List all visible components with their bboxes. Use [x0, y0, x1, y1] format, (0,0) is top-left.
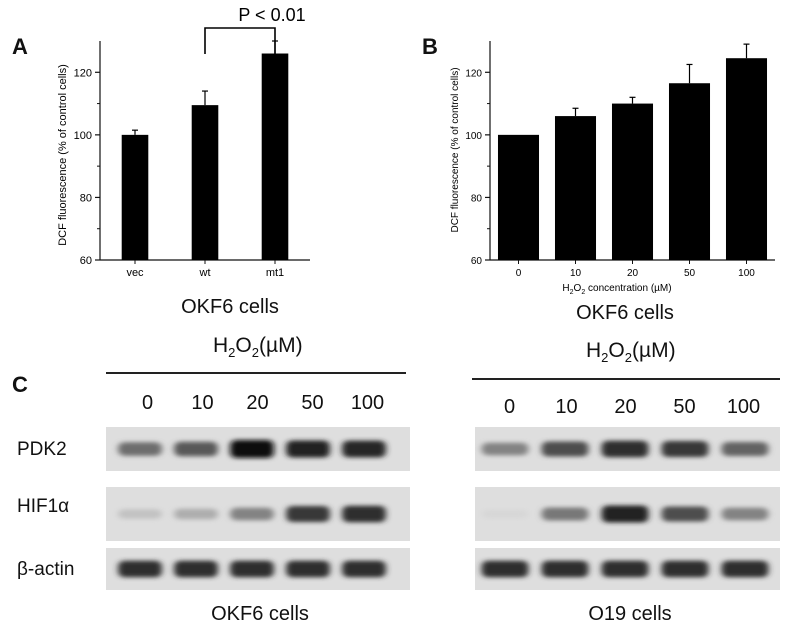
- left-blot-hif1a-band: [230, 507, 274, 521]
- right-blot-beta-actin-band: [481, 560, 529, 578]
- panel-label-b: B: [422, 34, 438, 59]
- chart-b-y-tick-label: 100: [465, 131, 482, 142]
- lane-label: 10: [191, 392, 214, 414]
- chart-b-bar: [554, 116, 597, 260]
- chart-a-x-tick-label: wt: [199, 267, 211, 279]
- right-blot-pdk2-band: [541, 441, 589, 457]
- left-blot-pdk2-band: [286, 440, 330, 458]
- chart-a-bar: [121, 134, 149, 260]
- right-blot-beta-actin-band: [601, 560, 649, 578]
- lane-label: 100: [726, 396, 761, 418]
- right-blot-hif1a-membrane: [475, 487, 780, 541]
- panel-label-c: C: [12, 372, 28, 397]
- lane-label: 0: [141, 392, 154, 414]
- right-blot-hif1a-band: [721, 507, 769, 521]
- right-blot-pdk2-band: [721, 442, 769, 456]
- left-blot-beta-actin-band: [230, 560, 274, 578]
- chart-a-y-tick-label: 80: [80, 192, 92, 204]
- blot-right-rule: [472, 378, 780, 380]
- blot-right-caption: O19 cells: [588, 603, 672, 625]
- left-blot-hif1a-band: [174, 508, 218, 520]
- right-blot-beta-actin-band: [661, 560, 709, 578]
- left-blot-beta-actin-band: [174, 560, 218, 578]
- chart-a-caption: OKF6 cells: [181, 296, 279, 318]
- chart-b-caption: OKF6 cells: [576, 302, 674, 324]
- lane-label: 100: [350, 392, 385, 414]
- row-label-beta-actin: β-actin: [17, 559, 75, 580]
- row-label-hif1a: HIF1α: [17, 496, 70, 517]
- chart-b-y-tick-label: 120: [465, 68, 482, 79]
- lane-label: 20: [246, 392, 269, 414]
- blot-left-rule: [106, 372, 406, 374]
- lane-label: 0: [503, 396, 516, 418]
- row-label-pdk2: PDK2: [17, 439, 67, 460]
- blot-right-header: H2O2(µM): [586, 339, 676, 366]
- lane-label: 20: [614, 396, 637, 418]
- left-blot-beta-actin-band: [118, 560, 162, 578]
- right-blot-hif1a-band: [661, 506, 709, 522]
- left-blot-hif1a-band: [118, 509, 162, 519]
- left-blot-hif1a-band: [342, 505, 386, 523]
- lane-label: 50: [673, 396, 696, 418]
- left-blot-hif1a-band: [286, 506, 330, 522]
- left-blot-beta-actin-membrane: [106, 548, 410, 590]
- chart-a-y-tick-label: 120: [74, 67, 92, 79]
- left-blot-pdk2-band: [342, 440, 386, 458]
- lane-label: 50: [301, 392, 324, 414]
- chart-b-bar: [611, 103, 654, 260]
- chart-b-bar: [668, 83, 711, 260]
- right-blot-hif1a-band: [541, 507, 589, 521]
- chart-b-ylabel: DCF fluorescence (% of control cells): [450, 67, 461, 232]
- left-blot-pdk2-membrane: [106, 427, 410, 471]
- chart-b-bar: [497, 134, 540, 260]
- chart-b-x-tick-label: 20: [627, 268, 639, 279]
- chart-b-xlabel: H2O2 concentration (µM): [562, 283, 671, 296]
- left-blot-beta-actin-band: [342, 560, 386, 578]
- chart-a-bar: [261, 53, 289, 261]
- chart-b-x-tick-label: 50: [684, 268, 696, 279]
- left-blot-pdk2-band: [174, 441, 218, 457]
- left-blot-hif1a-membrane: [106, 487, 410, 541]
- blot-left-lanes: 0 10 20 50 100: [120, 392, 395, 415]
- right-blot-hif1a-band: [601, 505, 649, 523]
- left-blot-pdk2-band: [118, 442, 162, 456]
- chart-b-x-tick-label: 0: [516, 268, 522, 279]
- significance-bracket: [204, 27, 276, 54]
- left-blot-pdk2-band: [230, 440, 274, 458]
- chart-b-bar: [725, 58, 768, 261]
- blot-right-lanes: 0 10 20 50 100: [482, 396, 773, 419]
- chart-b-x-tick-label: 10: [570, 268, 582, 279]
- right-blot-pdk2-band: [481, 442, 529, 456]
- right-blot-pdk2-band: [601, 440, 649, 458]
- chart-a-y-tick-label: 60: [80, 255, 92, 267]
- chart-a-y-tick-label: 100: [74, 130, 92, 142]
- right-blot-pdk2-membrane: [475, 427, 780, 471]
- right-blot-pdk2-band: [661, 441, 709, 457]
- blot-left-caption: OKF6 cells: [211, 603, 309, 625]
- chart-b-y-tick-label: 60: [471, 256, 483, 267]
- lane-label: 10: [555, 396, 578, 418]
- right-blot-hif1a-band: [481, 509, 529, 519]
- left-blot-beta-actin-band: [286, 560, 330, 578]
- chart-a-annotation: P < 0.01: [238, 5, 305, 25]
- chart-a-x-tick-label: vec: [126, 267, 144, 279]
- blot-left-header: H2O2(µM): [213, 334, 303, 361]
- chart-a-bar: [191, 105, 219, 260]
- chart-a-ylabel: DCF fluorescence (% of control cells): [57, 64, 69, 246]
- panel-label-a: A: [12, 34, 28, 59]
- right-blot-beta-actin-band: [721, 560, 769, 578]
- chart-b-y-tick-label: 80: [471, 193, 483, 204]
- chart-a-x-tick-label: mt1: [266, 267, 284, 279]
- right-blot-beta-actin-membrane: [475, 548, 780, 590]
- right-blot-beta-actin-band: [541, 560, 589, 578]
- chart-b-x-tick-label: 100: [738, 268, 755, 279]
